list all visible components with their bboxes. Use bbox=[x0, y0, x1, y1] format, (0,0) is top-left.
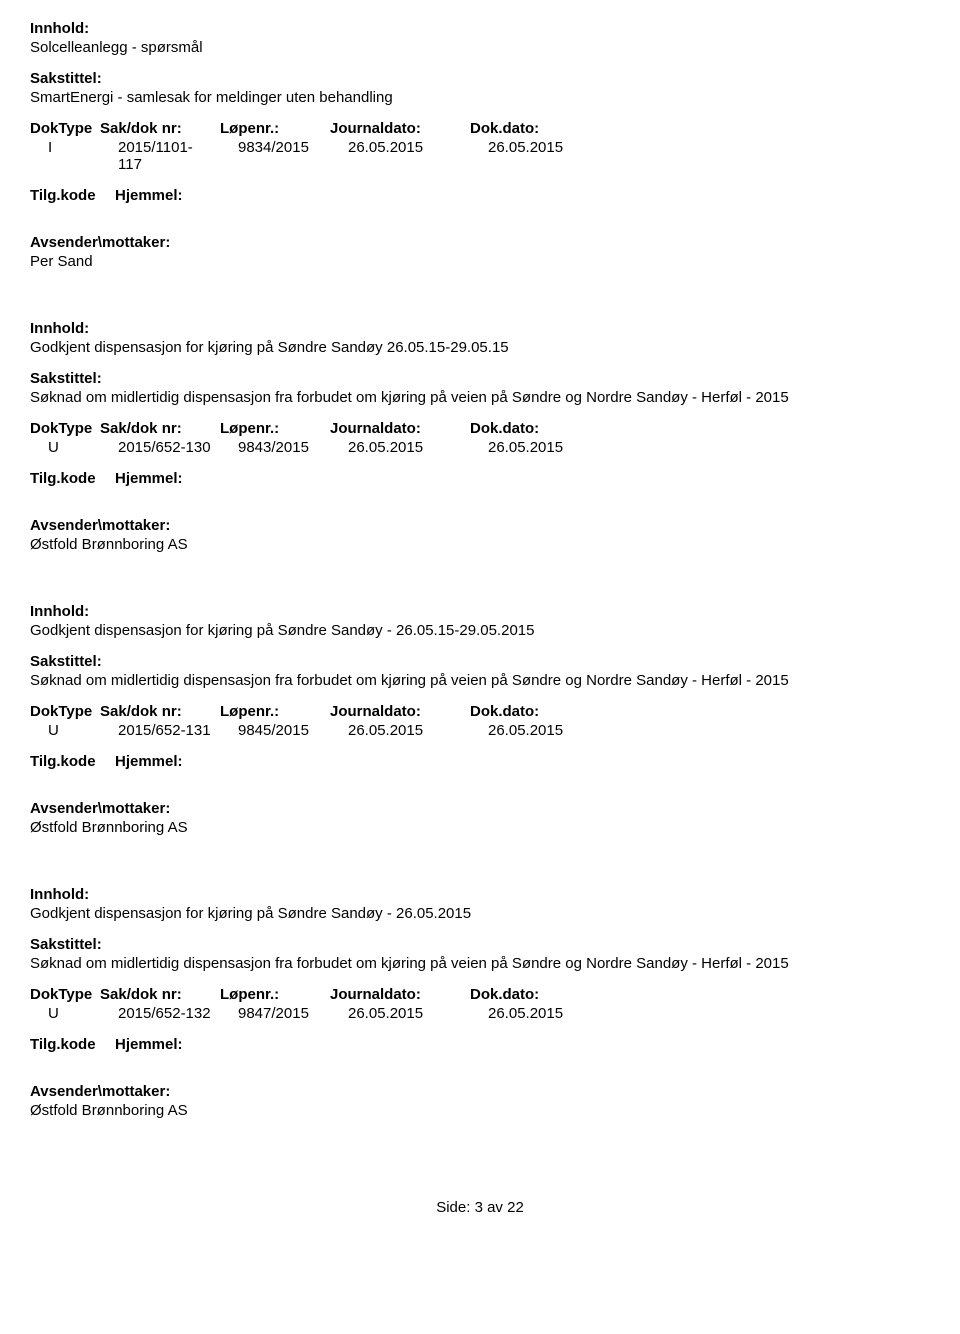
avsender-value: Østfold Brønnboring AS bbox=[30, 1102, 930, 1119]
avsender-value: Østfold Brønnboring AS bbox=[30, 536, 930, 553]
doktype-header: DokType bbox=[30, 703, 100, 720]
journal-entry: Innhold: Godkjent dispensasjon for kjørin… bbox=[30, 886, 930, 1119]
tilg-hjemmel-row: Tilg.kodeHjemmel: bbox=[30, 470, 930, 487]
sakstittel-value: Søknad om midlertidig dispensasjon fra f… bbox=[30, 672, 930, 689]
avsender-label: Avsender\mottaker: bbox=[30, 234, 930, 251]
sakstittel-label: Sakstittel: bbox=[30, 370, 930, 387]
page-footer: Side: 3 av 22 bbox=[30, 1199, 930, 1216]
tilgkode-label: Tilg.kode bbox=[30, 470, 115, 487]
doktype-value: I bbox=[30, 139, 118, 173]
sakdoknr-header: Sak/dok nr: bbox=[100, 420, 220, 437]
sakdoknr-value: 2015/1101-117 bbox=[118, 139, 218, 173]
sakdoknr-header: Sak/dok nr: bbox=[100, 120, 220, 137]
dokdato-header: Dok.dato: bbox=[470, 986, 590, 1003]
sakstittel-label: Sakstittel: bbox=[30, 936, 930, 953]
doktype-header: DokType bbox=[30, 986, 100, 1003]
doc-values-row: I2015/1101-1179834/201526.05.201526.05.2… bbox=[30, 139, 930, 173]
doktype-value: U bbox=[30, 439, 118, 456]
hjemmel-label: Hjemmel: bbox=[115, 753, 215, 770]
lopenr-header: Løpenr.: bbox=[220, 120, 330, 137]
sakdoknr-value: 2015/652-132 bbox=[118, 1005, 238, 1022]
journaldato-value: 26.05.2015 bbox=[348, 722, 488, 739]
innhold-label: Innhold: bbox=[30, 320, 930, 337]
dokdato-header: Dok.dato: bbox=[470, 120, 590, 137]
lopenr-value: 9847/2015 bbox=[238, 1005, 348, 1022]
sakstittel-value: SmartEnergi - samlesak for meldinger ute… bbox=[30, 89, 930, 106]
hjemmel-label: Hjemmel: bbox=[115, 187, 215, 204]
sakdoknr-value: 2015/652-131 bbox=[118, 722, 238, 739]
doc-header-row: DokTypeSak/dok nr:Løpenr.:Journaldato:Do… bbox=[30, 420, 930, 437]
journal-entry: Innhold: Godkjent dispensasjon for kjørin… bbox=[30, 320, 930, 553]
sakdoknr-value: 2015/652-130 bbox=[118, 439, 238, 456]
avsender-value: Østfold Brønnboring AS bbox=[30, 819, 930, 836]
sakdoknr-header: Sak/dok nr: bbox=[100, 986, 220, 1003]
journaldato-value: 26.05.2015 bbox=[348, 139, 488, 173]
doc-values-row: U2015/652-1309843/201526.05.201526.05.20… bbox=[30, 439, 930, 456]
tilgkode-label: Tilg.kode bbox=[30, 1036, 115, 1053]
innhold-value: Godkjent dispensasjon for kjøring på Søn… bbox=[30, 339, 930, 356]
sakstittel-label: Sakstittel: bbox=[30, 653, 930, 670]
lopenr-value: 9845/2015 bbox=[238, 722, 348, 739]
avsender-value: Per Sand bbox=[30, 253, 930, 270]
doc-values-row: U2015/652-1329847/201526.05.201526.05.20… bbox=[30, 1005, 930, 1022]
sakstittel-value: Søknad om midlertidig dispensasjon fra f… bbox=[30, 955, 930, 972]
doc-header-row: DokTypeSak/dok nr:Løpenr.:Journaldato:Do… bbox=[30, 703, 930, 720]
sakdoknr-header: Sak/dok nr: bbox=[100, 703, 220, 720]
lopenr-header: Løpenr.: bbox=[220, 986, 330, 1003]
innhold-value: Solcelleanlegg - spørsmål bbox=[30, 39, 930, 56]
innhold-value: Godkjent dispensasjon for kjøring på Søn… bbox=[30, 905, 930, 922]
doc-header-row: DokTypeSak/dok nr:Løpenr.:Journaldato:Do… bbox=[30, 120, 930, 137]
journaldato-value: 26.05.2015 bbox=[348, 439, 488, 456]
dokdato-value: 26.05.2015 bbox=[488, 139, 608, 173]
doktype-value: U bbox=[30, 1005, 118, 1022]
doktype-header: DokType bbox=[30, 420, 100, 437]
tilgkode-label: Tilg.kode bbox=[30, 753, 115, 770]
tilg-hjemmel-row: Tilg.kodeHjemmel: bbox=[30, 753, 930, 770]
doktype-value: U bbox=[30, 722, 118, 739]
innhold-value: Godkjent dispensasjon for kjøring på Søn… bbox=[30, 622, 930, 639]
avsender-label: Avsender\mottaker: bbox=[30, 517, 930, 534]
innhold-label: Innhold: bbox=[30, 603, 930, 620]
journaldato-header: Journaldato: bbox=[330, 420, 470, 437]
sakstittel-value: Søknad om midlertidig dispensasjon fra f… bbox=[30, 389, 930, 406]
dokdato-value: 26.05.2015 bbox=[488, 439, 608, 456]
doc-values-row: U2015/652-1319845/201526.05.201526.05.20… bbox=[30, 722, 930, 739]
innhold-label: Innhold: bbox=[30, 20, 930, 37]
dokdato-value: 26.05.2015 bbox=[488, 1005, 608, 1022]
lopenr-header: Løpenr.: bbox=[220, 420, 330, 437]
journaldato-header: Journaldato: bbox=[330, 986, 470, 1003]
lopenr-value: 9834/2015 bbox=[238, 139, 348, 173]
journal-entry: Innhold: Solcelleanlegg - spørsmål Sakstit… bbox=[30, 20, 930, 270]
dokdato-header: Dok.dato: bbox=[470, 420, 590, 437]
journaldato-header: Journaldato: bbox=[330, 703, 470, 720]
innhold-label: Innhold: bbox=[30, 886, 930, 903]
doktype-header: DokType bbox=[30, 120, 100, 137]
tilgkode-label: Tilg.kode bbox=[30, 187, 115, 204]
lopenr-header: Løpenr.: bbox=[220, 703, 330, 720]
hjemmel-label: Hjemmel: bbox=[115, 470, 215, 487]
sakstittel-label: Sakstittel: bbox=[30, 70, 930, 87]
journaldato-header: Journaldato: bbox=[330, 120, 470, 137]
hjemmel-label: Hjemmel: bbox=[115, 1036, 215, 1053]
journal-entry: Innhold: Godkjent dispensasjon for kjørin… bbox=[30, 603, 930, 836]
avsender-label: Avsender\mottaker: bbox=[30, 800, 930, 817]
doc-header-row: DokTypeSak/dok nr:Løpenr.:Journaldato:Do… bbox=[30, 986, 930, 1003]
dokdato-value: 26.05.2015 bbox=[488, 722, 608, 739]
dokdato-header: Dok.dato: bbox=[470, 703, 590, 720]
avsender-label: Avsender\mottaker: bbox=[30, 1083, 930, 1100]
lopenr-value: 9843/2015 bbox=[238, 439, 348, 456]
tilg-hjemmel-row: Tilg.kodeHjemmel: bbox=[30, 187, 930, 204]
journaldato-value: 26.05.2015 bbox=[348, 1005, 488, 1022]
tilg-hjemmel-row: Tilg.kodeHjemmel: bbox=[30, 1036, 930, 1053]
